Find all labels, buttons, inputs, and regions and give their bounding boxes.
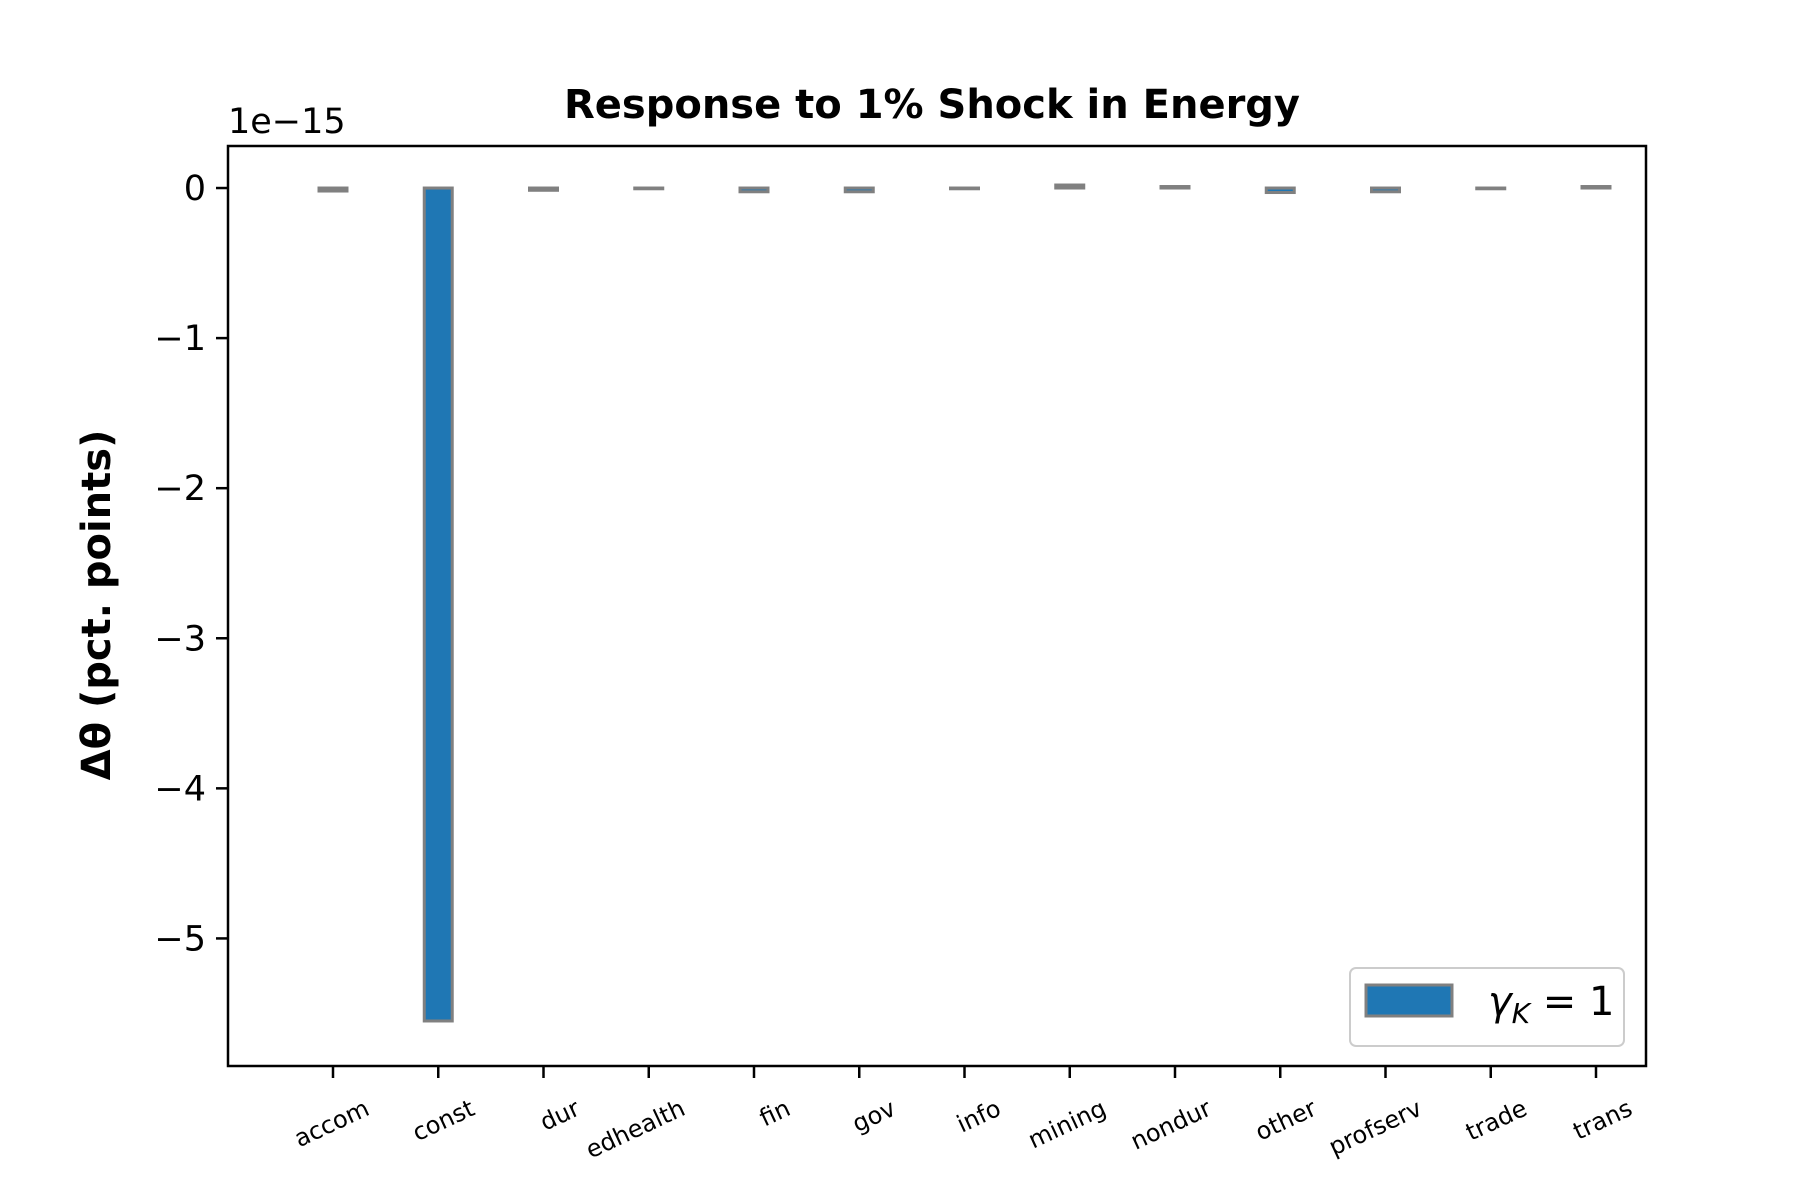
y-tick-label: −3	[154, 619, 206, 659]
x-tick-label-trans: trans	[1569, 1094, 1637, 1145]
y-tick-label: −5	[154, 919, 206, 959]
y-axis-label: Δθ (pct. points)	[74, 430, 120, 781]
legend-label-main: γ	[1488, 979, 1514, 1025]
x-tick-label-mining: mining	[1024, 1094, 1110, 1154]
legend: γK = 1	[1349, 967, 1625, 1047]
y-tick-label: 0	[184, 169, 206, 209]
bar-edhealth	[633, 186, 665, 191]
x-tick-label-trade: trade	[1461, 1094, 1531, 1146]
x-tick-label-other: other	[1251, 1094, 1321, 1146]
bar-other	[1264, 186, 1296, 195]
x-tick-label-edhealth: edhealth	[581, 1094, 689, 1164]
x-tick-label-accom: accom	[290, 1094, 374, 1153]
bar-dur	[528, 186, 559, 192]
chart-title: Response to 1% Shock in Energy	[564, 82, 1300, 128]
y-tick-label: −4	[154, 769, 206, 809]
bar-accom	[317, 186, 349, 193]
x-tick-label-fin: fin	[755, 1094, 794, 1132]
y-ticks-group: 0 −1 −2 −3 −4 −5	[154, 169, 228, 959]
x-tick-label-dur: dur	[536, 1094, 584, 1136]
legend-label-suffix: = 1	[1530, 979, 1614, 1025]
bar-profserv	[1370, 186, 1401, 194]
bar-mining	[1054, 183, 1086, 190]
bar-fin	[738, 186, 770, 194]
x-tick-label-gov: gov	[848, 1094, 900, 1138]
bar-gov	[843, 186, 875, 194]
plot-frame	[226, 144, 1648, 1068]
x-tick-label-info: info	[952, 1094, 1005, 1138]
bar-const	[422, 186, 454, 1023]
x-tick-label-const: const	[408, 1094, 479, 1147]
bar-nondur	[1159, 185, 1191, 190]
legend-swatch	[1364, 983, 1454, 1018]
legend-label-sub: K	[1512, 997, 1533, 1030]
x-tick-label-nondur: nondur	[1126, 1094, 1215, 1156]
bar-info	[949, 186, 980, 191]
bar-trans	[1580, 185, 1612, 190]
legend-label: γK = 1	[1488, 979, 1614, 1030]
bar-trade	[1475, 186, 1507, 191]
bars-group	[317, 183, 1612, 1023]
x-tick-label-profserv: profserv	[1324, 1094, 1426, 1161]
y-tick-label: −1	[154, 319, 206, 359]
y-exponent-label: 1e−15	[228, 102, 346, 142]
y-tick-label: −2	[154, 469, 206, 509]
